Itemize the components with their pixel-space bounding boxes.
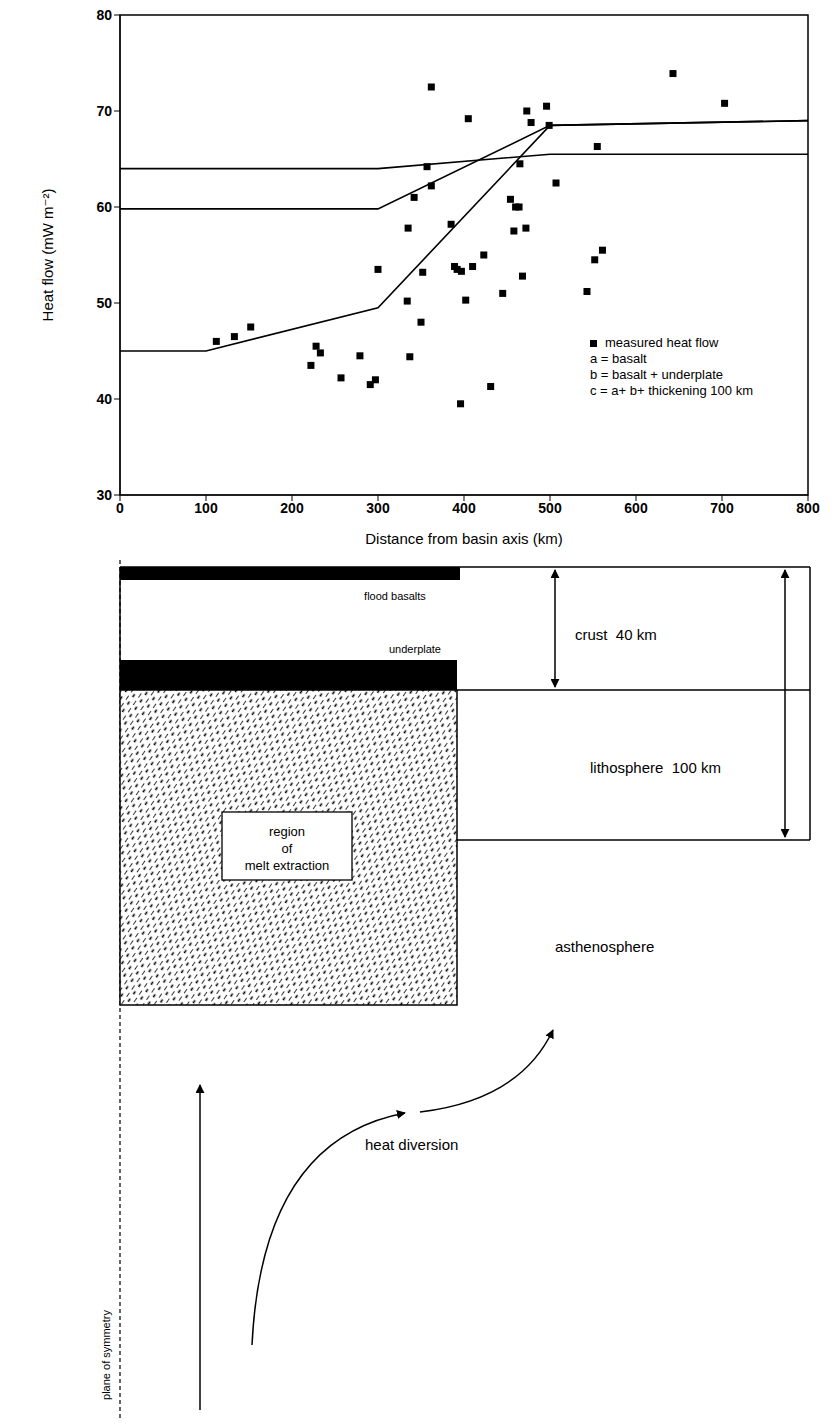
html-text:c = a+ b+ thickening 100 km: c = a+ b+ thickening 100 km bbox=[590, 383, 753, 398]
svg-text:plane of symmetry: plane of symmetry bbox=[100, 1310, 112, 1400]
svg-text:40: 40 bbox=[96, 391, 112, 407]
svg-text:300: 300 bbox=[366, 500, 390, 516]
svg-text:0: 0 bbox=[116, 500, 124, 516]
html-text:b = basalt + underplate: b = basalt + underplate bbox=[590, 367, 723, 382]
html-text:a = basalt: a = basalt bbox=[590, 351, 647, 366]
svg-text:70: 70 bbox=[96, 103, 112, 119]
html-text:measured heat flow: measured heat flow bbox=[605, 335, 719, 350]
svg-text:Heat flow (mW m⁻²): Heat flow (mW m⁻²) bbox=[39, 189, 56, 322]
svg-text:100: 100 bbox=[194, 500, 218, 516]
svg-text:heat diversion: heat diversion bbox=[365, 1136, 458, 1153]
svg-text:region: region bbox=[269, 824, 305, 839]
svg-text:60: 60 bbox=[96, 199, 112, 215]
svg-text:80: 80 bbox=[96, 7, 112, 23]
svg-text:400: 400 bbox=[452, 500, 476, 516]
svg-text:flood basalts: flood basalts bbox=[364, 590, 426, 602]
svg-text:50: 50 bbox=[96, 295, 112, 311]
svg-text:500: 500 bbox=[538, 500, 562, 516]
svg-text:melt extraction: melt extraction bbox=[245, 858, 330, 873]
svg-text:lithosphere 100 km: lithosphere 100 km bbox=[590, 759, 721, 776]
svg-text:700: 700 bbox=[710, 500, 734, 516]
svg-text:asthenosphere: asthenosphere bbox=[555, 938, 654, 955]
svg-text:crust 40 km: crust 40 km bbox=[575, 626, 657, 643]
svg-text:underplate: underplate bbox=[389, 643, 441, 655]
svg-text:200: 200 bbox=[280, 500, 304, 516]
svg-text:Distance from basin axis (km): Distance from basin axis (km) bbox=[365, 530, 563, 547]
svg-text:800: 800 bbox=[796, 500, 820, 516]
svg-text:600: 600 bbox=[624, 500, 648, 516]
svg-text:of: of bbox=[282, 841, 293, 856]
svg-text:30: 30 bbox=[96, 487, 112, 503]
